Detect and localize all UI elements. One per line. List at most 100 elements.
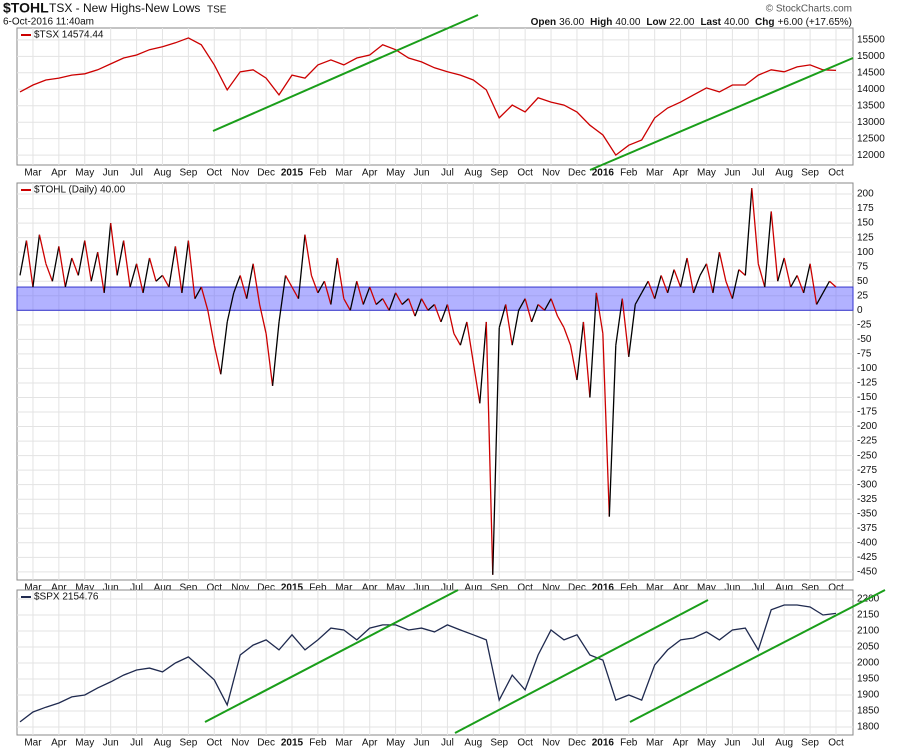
x-tick-label: 2016 — [592, 168, 615, 179]
series-segment — [252, 263, 261, 305]
y-tick-label: -75 — [857, 349, 872, 360]
series-segment — [187, 240, 196, 299]
series-segment — [284, 275, 293, 288]
series-segment — [621, 298, 630, 357]
y-tick-label: 14000 — [857, 84, 885, 95]
series-segment — [265, 333, 274, 386]
x-tick-label: Jun — [103, 168, 119, 179]
x-tick-label: Feb — [620, 168, 638, 179]
trendline — [454, 599, 709, 734]
series-segment — [401, 298, 410, 305]
series-segment — [440, 304, 449, 323]
x-tick-label: Jul — [752, 583, 765, 594]
x-tick-label: Apr — [362, 583, 378, 594]
series-segment — [595, 292, 604, 334]
trendline — [204, 589, 459, 723]
x-tick-label: Jul — [130, 168, 143, 179]
x-tick-label: Jun — [724, 738, 740, 749]
x-tick-label: Mar — [646, 583, 664, 594]
series-segment — [32, 234, 41, 288]
series-segment — [304, 234, 313, 276]
series-segment — [641, 280, 649, 294]
series-segment — [51, 246, 60, 282]
series-segment — [25, 240, 34, 288]
x-tick-label: Apr — [673, 738, 689, 749]
series-segment — [531, 304, 539, 323]
quote-label: Low — [646, 17, 666, 28]
legend-label: $SPX 2154.76 — [34, 592, 99, 603]
x-tick-label: Sep — [490, 168, 508, 179]
series-segment — [323, 281, 332, 305]
x-tick-label: Nov — [542, 583, 560, 594]
x-tick-label: Jul — [130, 583, 143, 594]
trendline — [212, 14, 479, 132]
series-segment — [783, 257, 792, 288]
panel-frame — [16, 182, 854, 581]
x-tick-label: May — [386, 738, 405, 749]
x-tick-label: Sep — [490, 583, 508, 594]
y-tick-label: -250 — [857, 450, 877, 461]
series-segment — [647, 281, 656, 299]
y-tick-label: 1800 — [857, 722, 880, 733]
panel: Mar Apr May Jun Jul Aug Sep Oct Nov Dec 2015 Feb Mar… — [16, 182, 877, 594]
series-segment — [550, 298, 559, 317]
y-tick-label: 2050 — [857, 642, 880, 653]
series-segment — [822, 280, 831, 294]
legend-label: $TOHL (Daily) 40.00 — [34, 185, 126, 196]
x-tick-label: 2015 — [281, 168, 304, 179]
series-segment — [505, 304, 513, 346]
x-tick-label: Nov — [231, 168, 249, 179]
series-segment — [608, 345, 617, 517]
series-segment — [582, 321, 591, 398]
series-segment — [524, 298, 533, 323]
x-tick-label: Jul — [130, 738, 143, 749]
y-tick-label: -450 — [857, 567, 877, 578]
series-segment — [388, 292, 397, 311]
y-tick-label: -200 — [857, 421, 877, 432]
series-segment — [472, 362, 481, 404]
x-tick-label: Oct — [517, 583, 533, 594]
series-segment — [297, 234, 306, 299]
panel: Mar Apr May Jun Jul Aug Sep Oct Nov Dec 2015 Feb Mar… — [16, 27, 885, 179]
x-tick-label: Oct — [207, 738, 223, 749]
series-segment — [492, 327, 500, 575]
x-tick-label: Jun — [413, 168, 429, 179]
series-segment — [725, 281, 733, 299]
series-segment — [220, 321, 228, 375]
x-tick-label: Oct — [828, 168, 844, 179]
series-segment — [135, 263, 144, 293]
x-tick-label: Jul — [441, 583, 454, 594]
y-tick-label: -175 — [857, 407, 877, 418]
series-segment — [751, 188, 759, 264]
series-segment — [310, 275, 319, 294]
y-tick-label: 15500 — [857, 34, 885, 45]
x-tick-label: Aug — [464, 168, 482, 179]
series-segment — [738, 269, 746, 276]
series-segment — [369, 286, 377, 305]
series-segment — [602, 333, 610, 517]
x-tick-label: Apr — [51, 168, 67, 179]
series-segment — [686, 257, 695, 293]
quote-value: 22.00 — [669, 17, 694, 28]
series-segment — [427, 303, 435, 311]
symbol-name: TSX - New Highs-New Lows — [49, 1, 200, 15]
series-segment — [58, 246, 66, 288]
x-tick-label: Feb — [620, 583, 638, 594]
series-segment — [291, 286, 300, 299]
series-segment — [246, 263, 254, 299]
x-tick-label: Sep — [179, 168, 197, 179]
panels: Mar Apr May Jun Jul Aug Sep Oct Nov Dec 2015 Feb Mar… — [16, 27, 885, 749]
series-segment — [407, 298, 416, 317]
series-segment — [518, 298, 526, 311]
series-segment — [556, 315, 565, 329]
series-segment — [271, 321, 280, 386]
date: 6-Oct-2016 11:40am — [3, 17, 94, 28]
series-segment — [757, 263, 766, 288]
x-tick-label: Nov — [231, 583, 249, 594]
series-segment — [226, 292, 235, 323]
series-line — [19, 37, 837, 157]
series-segment — [84, 240, 92, 282]
x-tick-label: Dec — [257, 168, 275, 179]
series-segment — [142, 257, 151, 293]
y-tick-label: 15000 — [857, 51, 885, 62]
